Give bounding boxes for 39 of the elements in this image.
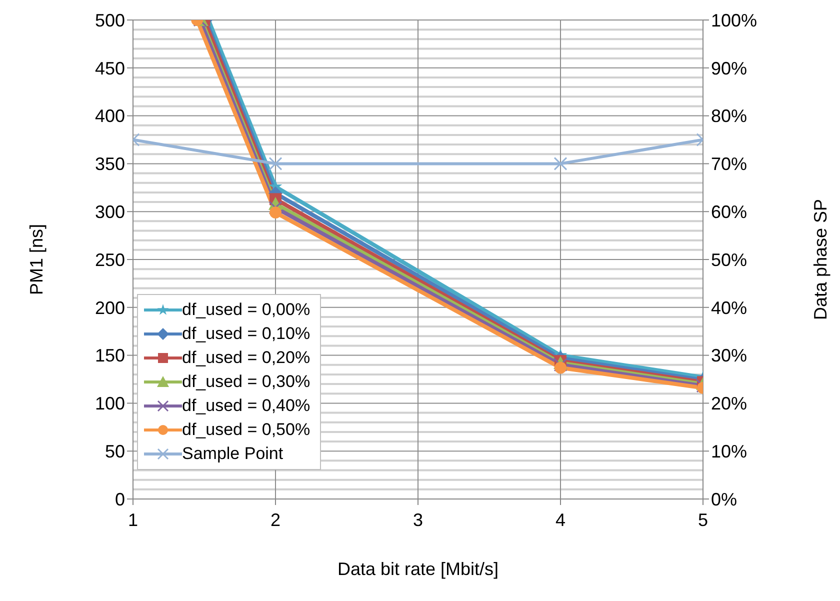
y-tick-label: 0 xyxy=(114,489,125,510)
y2-tick-label: 90% xyxy=(711,58,748,78)
y2-tick-label: 60% xyxy=(711,202,748,222)
legend-label: df_used = 0,20% xyxy=(182,347,310,369)
y2-tick-label: 20% xyxy=(711,394,748,414)
y-tick-label: 300 xyxy=(94,202,125,222)
y-tick-label: 500 xyxy=(94,10,125,30)
legend-label: df_used = 0,10% xyxy=(182,323,310,345)
y-tick-label: 150 xyxy=(94,346,125,366)
y2-tick-label: 50% xyxy=(711,250,748,270)
x-tick-label: 3 xyxy=(412,510,424,530)
y2-tick-label: 30% xyxy=(711,346,748,366)
y2-tick-label: 0% xyxy=(711,489,738,510)
y-tick-label: 50 xyxy=(104,441,125,462)
legend-label: df_used = 0,50% xyxy=(182,419,310,441)
x-tick-label: 1 xyxy=(128,510,138,530)
x-tick-label: 2 xyxy=(270,510,281,530)
y-tick-label: 400 xyxy=(94,106,125,126)
x-axis-title: Data bit rate [Mbit/s] xyxy=(337,559,499,579)
y-tick-label: 100 xyxy=(94,394,125,414)
y-tick-label: 200 xyxy=(94,298,125,318)
y2-tick-label: 80% xyxy=(711,106,748,126)
y2-axis-title: Data phase SP xyxy=(810,198,830,320)
legend-label: df_used = 0,40% xyxy=(182,395,310,417)
y2-tick-label: 40% xyxy=(711,298,748,318)
y2-tick-label: 70% xyxy=(711,154,748,174)
y-tick-label: 450 xyxy=(94,58,125,78)
legend-label: df_used = 0,00% xyxy=(182,299,310,321)
x-tick-label: 5 xyxy=(698,510,708,530)
y2-tick-label: 10% xyxy=(711,441,748,462)
y-axis-title: PM1 [ns] xyxy=(26,224,46,296)
point xyxy=(268,201,282,215)
y-tick-label: 250 xyxy=(94,250,125,270)
legend-label: df_used = 0,30% xyxy=(182,371,310,393)
y-tick-label: 350 xyxy=(94,154,125,174)
x-tick-label: 4 xyxy=(555,510,566,530)
y2-tick-label: 100% xyxy=(711,10,758,30)
legend-label: Sample Point xyxy=(182,443,284,465)
point xyxy=(270,206,282,219)
